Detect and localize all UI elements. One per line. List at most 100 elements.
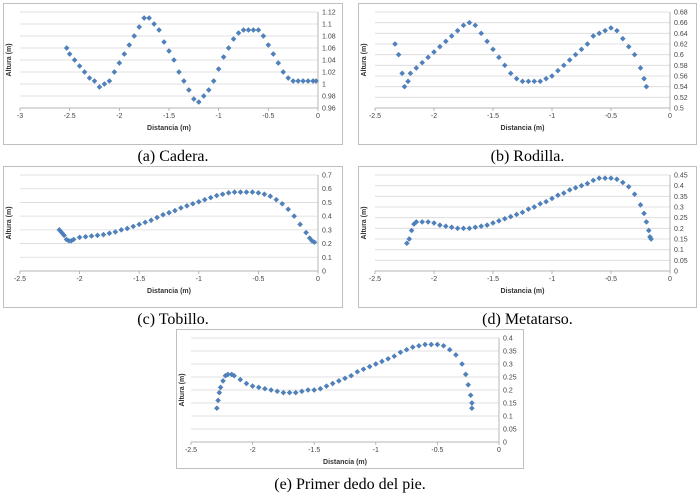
data-point-c-6 xyxy=(70,236,77,243)
y-tick-label-c-5: 0.5 xyxy=(322,200,332,207)
x-tick-label-b-5: 0 xyxy=(668,113,672,120)
data-point-a-40 xyxy=(260,33,267,39)
data-point-c-35 xyxy=(243,189,250,195)
data-point-d-43 xyxy=(641,210,647,217)
x-axis-title-c: Distancia (m) xyxy=(147,288,191,295)
data-point-e-16 xyxy=(280,389,287,396)
y-tick-label-c-1: 0.1 xyxy=(322,255,332,262)
data-point-b-13 xyxy=(454,27,461,34)
data-point-c-36 xyxy=(249,189,256,195)
data-point-b-28 xyxy=(543,75,549,82)
data-point-a-41 xyxy=(265,42,272,48)
data-point-b-32 xyxy=(566,57,573,63)
x-tick-label-d-1: -2 xyxy=(431,276,437,283)
data-point-e-17 xyxy=(286,389,293,396)
data-point-a-11 xyxy=(116,60,123,66)
data-point-b-20 xyxy=(496,54,502,61)
data-point-a-29 xyxy=(205,87,212,93)
data-point-e-29 xyxy=(360,366,367,373)
data-point-a-18 xyxy=(151,21,157,27)
data-point-c-47 xyxy=(309,238,315,244)
chart-svg-e: -2.5 -2 -1.5 -1 -0.5 00 0.05 0.1 0.15 0.2 0.25 0.3 0… xyxy=(179,336,517,467)
data-point-a-25 xyxy=(186,87,192,93)
y-tick-label-e-1: 0.05 xyxy=(503,427,517,434)
data-point-b-36 xyxy=(590,33,597,39)
x-tick-label-b-3: -1 xyxy=(549,113,555,120)
data-point-c-27 xyxy=(195,198,202,205)
data-point-d-25 xyxy=(537,200,544,207)
chart-panel-a: -3 -2.5 -2 -1.5 -1 -0.5 0 0.96 0.98 1 1.02 1.04 1.06… xyxy=(3,3,343,145)
data-point-b-44 xyxy=(637,65,644,71)
data-point-c-21 xyxy=(160,211,166,218)
data-point-d-8 xyxy=(437,222,443,228)
data-point-e-36 xyxy=(403,346,410,353)
data-point-c-9 xyxy=(88,233,95,239)
data-point-b-29 xyxy=(549,73,555,79)
data-point-b-3 xyxy=(401,83,408,90)
data-point-c-26 xyxy=(190,200,196,207)
data-point-e-41 xyxy=(434,341,441,348)
data-point-c-40 xyxy=(273,196,280,203)
data-point-e-7 xyxy=(228,371,235,378)
data-point-b-9 xyxy=(431,49,437,55)
data-point-a-13 xyxy=(126,42,133,48)
x-tick-label-b-4: -0.5 xyxy=(605,113,617,120)
data-point-c-14 xyxy=(118,227,125,233)
y-tick-label-d-5: 0.25 xyxy=(674,215,688,222)
y-tick-label-e-8: 0.4 xyxy=(503,336,513,343)
data-point-e-35 xyxy=(397,349,404,356)
data-point-c-44 xyxy=(297,221,303,228)
y-tick-label-d-7: 0.35 xyxy=(674,194,688,201)
data-point-a-23 xyxy=(176,69,182,75)
y-tick-label-b-8: 0.66 xyxy=(674,20,688,27)
data-point-d-18 xyxy=(496,218,502,224)
data-point-c-7 xyxy=(76,234,83,241)
data-point-d-38 xyxy=(614,176,620,183)
data-point-d-36 xyxy=(602,175,608,182)
x-tick-label-a-0: -3 xyxy=(17,113,23,120)
data-point-e-34 xyxy=(391,353,398,360)
chart-svg-d: -2.5 -2 -1.5 -1 -0.5 00 0.05 0.1 0.15 0.2 0.25 0.3 0… xyxy=(361,173,688,296)
data-point-e-31 xyxy=(372,361,379,367)
x-axis-title-e: Distancia (m) xyxy=(323,459,367,466)
data-point-e-39 xyxy=(422,341,428,348)
x-tick-label-a-5: -0.5 xyxy=(262,113,274,120)
data-point-e-30 xyxy=(366,363,373,370)
caption-c: (c) Tobillo. xyxy=(137,311,209,328)
data-point-b-40 xyxy=(614,27,620,34)
data-point-a-17 xyxy=(146,15,152,21)
data-point-b-16 xyxy=(472,22,479,29)
data-point-b-38 xyxy=(602,27,608,34)
data-point-a-36 xyxy=(240,27,247,33)
data-point-e-4 xyxy=(220,378,226,384)
y-tick-label-a-4: 1.04 xyxy=(322,58,336,65)
data-point-a-26 xyxy=(191,96,197,102)
data-point-b-22 xyxy=(507,70,514,77)
data-point-e-23 xyxy=(323,383,330,389)
data-point-a-10 xyxy=(111,69,118,75)
data-point-b-31 xyxy=(560,62,567,69)
chart-svg-b: -2.5 -2 -1.5 -1 -0.5 00.5 0.52 0.54 0.56 0.58 0.6 0… xyxy=(361,10,688,133)
data-point-c-15 xyxy=(124,225,131,232)
data-point-a-30 xyxy=(210,78,217,84)
data-point-c-24 xyxy=(178,205,184,211)
x-tick-label-b-2: -1.5 xyxy=(487,113,499,120)
data-point-b-24 xyxy=(519,78,526,85)
y-tick-label-d-0: 0 xyxy=(674,269,678,276)
data-point-d-23 xyxy=(525,206,532,212)
data-point-c-30 xyxy=(213,192,220,199)
y-tick-label-a-3: 1.02 xyxy=(322,70,336,77)
data-point-b-25 xyxy=(525,78,532,85)
data-point-e-44 xyxy=(453,352,459,358)
data-point-b-10 xyxy=(437,43,443,50)
data-point-e-9 xyxy=(237,376,244,383)
data-point-d-4 xyxy=(413,219,420,225)
data-point-d-7 xyxy=(431,220,437,226)
y-tick-label-d-3: 0.15 xyxy=(674,237,688,244)
data-point-a-12 xyxy=(121,51,128,57)
x-tick-label-c-0: -2.5 xyxy=(14,276,26,283)
data-point-b-33 xyxy=(572,51,579,58)
y-tick-label-e-2: 0.1 xyxy=(503,414,513,421)
chart-panel-b: -2.5 -2 -1.5 -1 -0.5 0 0.5 0.52 0.54 0.56 0.58 0.6 0… xyxy=(358,3,697,145)
data-point-d-27 xyxy=(549,195,555,202)
